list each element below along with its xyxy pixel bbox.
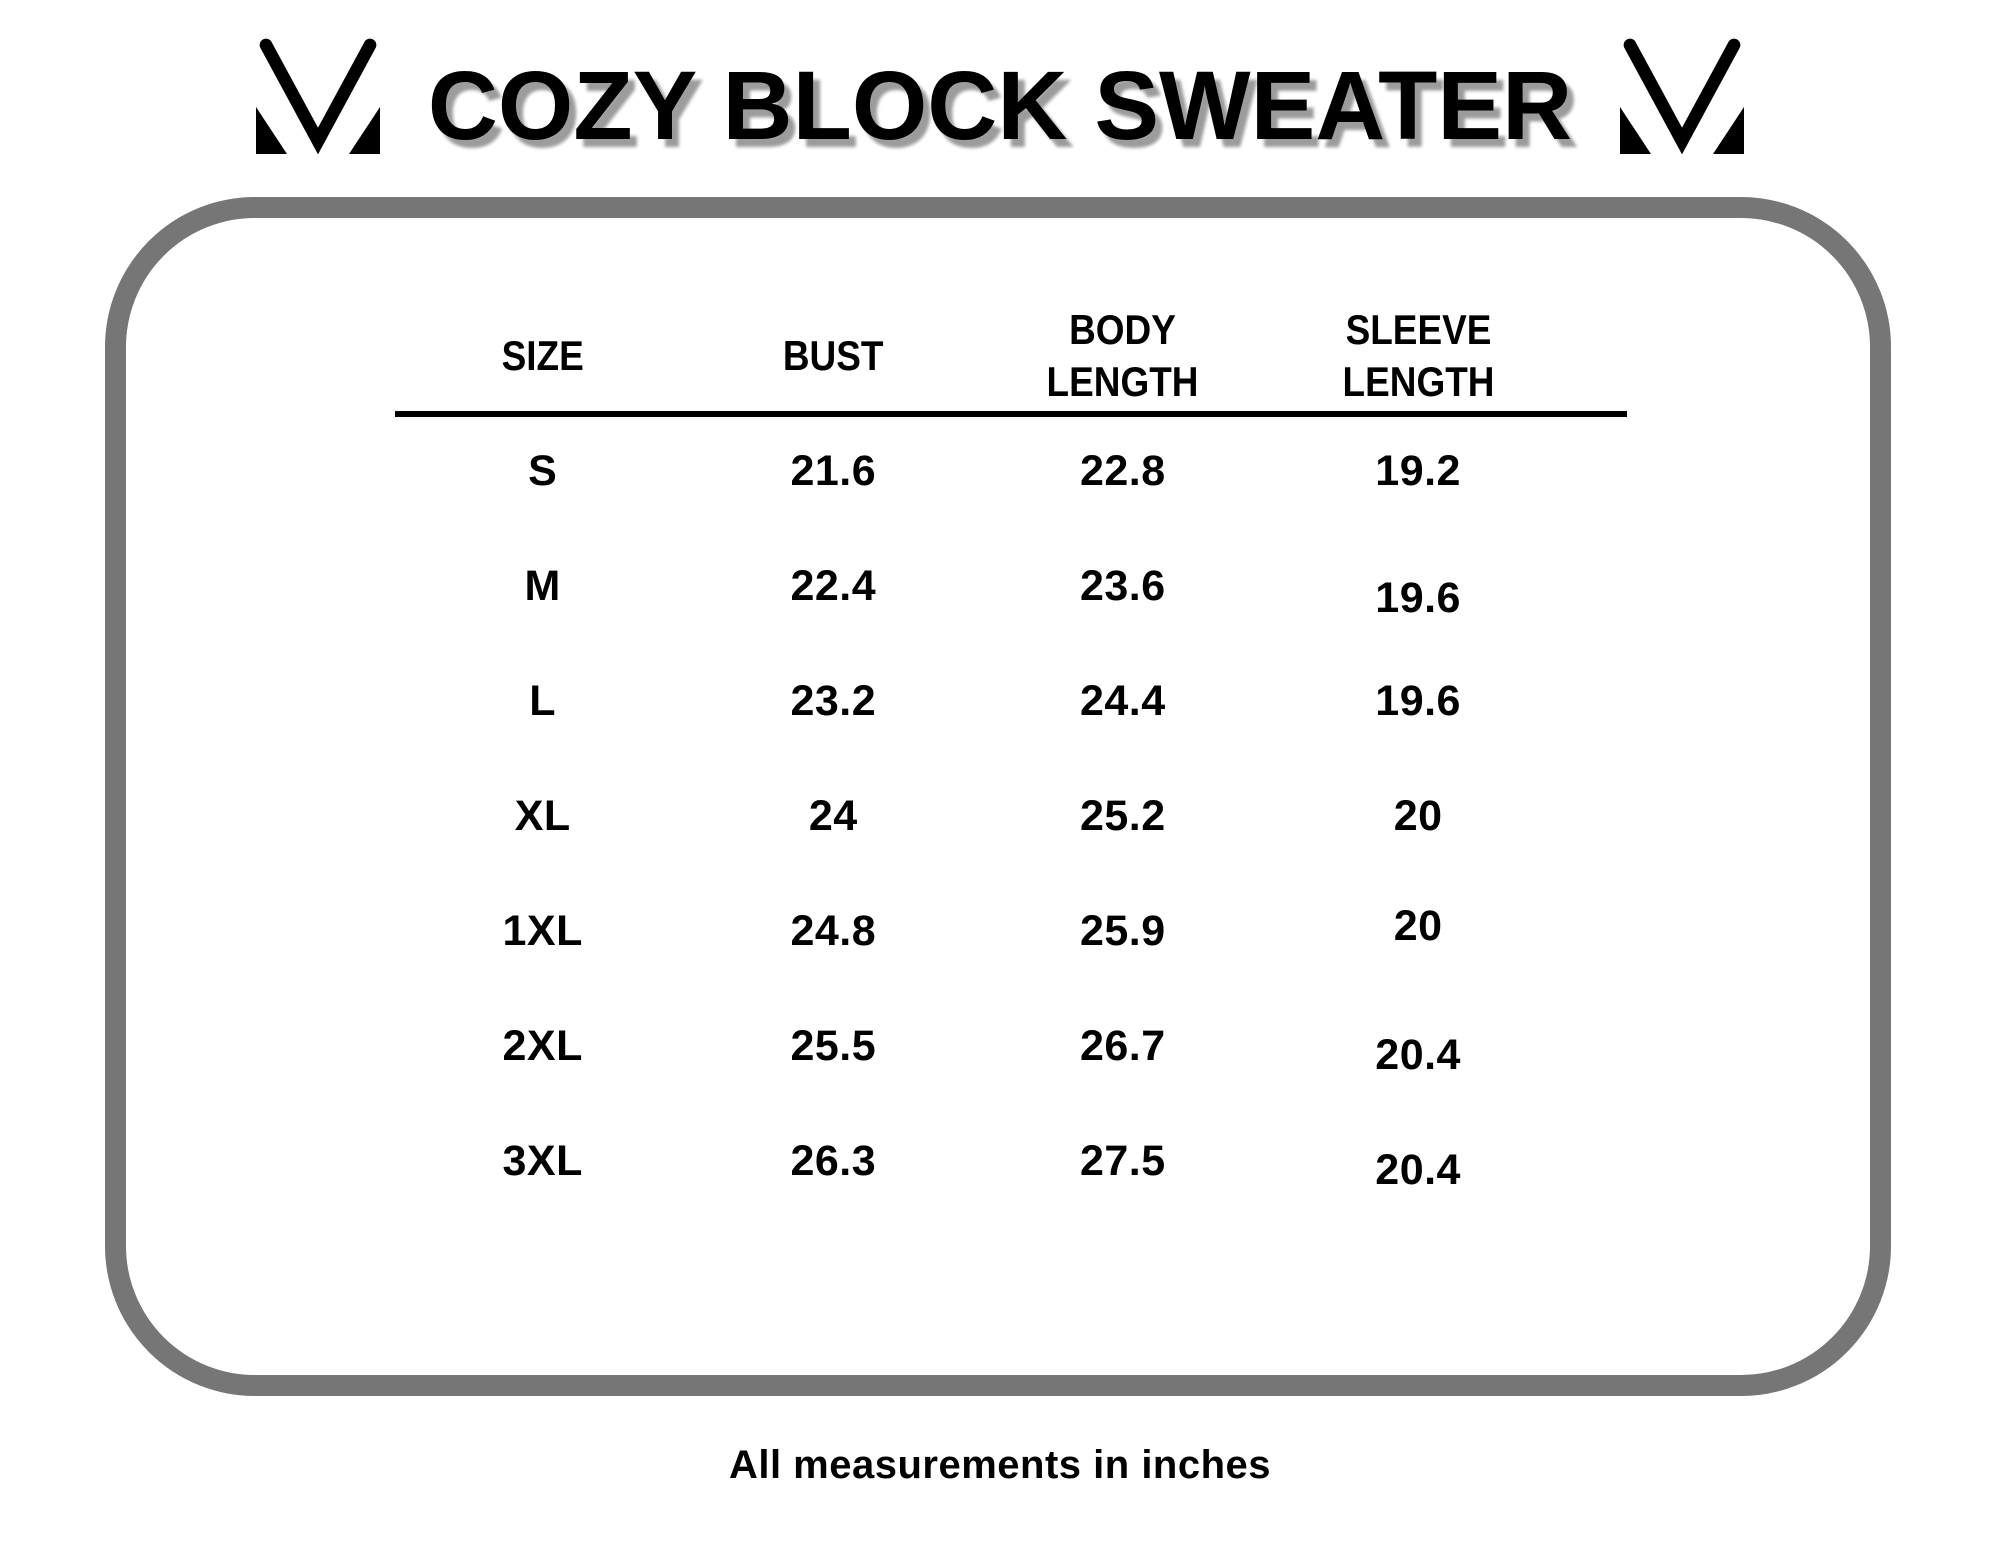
footer-note: All measurements in inches bbox=[728, 1443, 1272, 1487]
column-header-sleeve-length: SLEEVE LENGTH bbox=[1342, 305, 1495, 405]
cell-sleeve-length: 19.6 bbox=[1375, 574, 1461, 622]
header-divider bbox=[395, 411, 1627, 417]
cell-body-length: 25.2 bbox=[1079, 792, 1166, 840]
cell-body-length: 26.7 bbox=[1079, 1022, 1166, 1070]
table-row-3xl: 3XL 26.3 27.5 20.4 bbox=[395, 1104, 1627, 1219]
page-title: COZY BLOCK SWEATER bbox=[427, 51, 1573, 160]
cell-body-length: 25.9 bbox=[1079, 907, 1166, 955]
cell-size: 2XL bbox=[502, 1022, 583, 1070]
column-header-bust: BUST bbox=[783, 331, 884, 379]
table-row-l: L 23.2 24.4 19.6 bbox=[395, 644, 1627, 759]
cell-sleeve-length: 20.4 bbox=[1375, 1146, 1461, 1194]
cell-size: 1XL bbox=[502, 907, 583, 955]
column-header-size: SIZE bbox=[501, 331, 584, 379]
cell-bust: 24.8 bbox=[790, 907, 877, 955]
cell-size: 3XL bbox=[502, 1137, 583, 1185]
column-header-body-length: BODY LENGTH bbox=[1046, 305, 1199, 405]
table-body: S 21.6 22.8 19.2 M 22.4 23.6 19.6 L 23.2… bbox=[395, 414, 1627, 1219]
brand-m-icon-left bbox=[255, 38, 380, 155]
cell-sleeve-length: 20 bbox=[1393, 792, 1443, 840]
cell-body-length: 24.4 bbox=[1079, 677, 1166, 725]
cell-sleeve-length: 20 bbox=[1393, 902, 1443, 950]
cell-body-length: 27.5 bbox=[1079, 1137, 1166, 1185]
cell-bust: 24 bbox=[808, 792, 858, 840]
cell-body-length: 23.6 bbox=[1079, 562, 1166, 610]
cell-sleeve-length: 19.2 bbox=[1375, 447, 1461, 495]
cell-bust: 26.3 bbox=[790, 1137, 877, 1185]
cell-size: XL bbox=[514, 792, 571, 840]
cell-bust: 23.2 bbox=[790, 677, 877, 725]
table-row-m: M 22.4 23.6 19.6 bbox=[395, 529, 1627, 644]
table-row-2xl: 2XL 25.5 26.7 20.4 bbox=[395, 989, 1627, 1104]
cell-size: S bbox=[528, 447, 558, 495]
cell-bust: 21.6 bbox=[790, 447, 877, 495]
table-row-1xl: 1XL 24.8 25.9 20 bbox=[395, 874, 1627, 989]
cell-bust: 22.4 bbox=[790, 562, 877, 610]
size-table: SIZE BUST BODY LENGTH SLEEVE LENGTH S 21… bbox=[395, 301, 1627, 1219]
cell-bust: 25.5 bbox=[790, 1022, 877, 1070]
size-chart-panel: SIZE BUST BODY LENGTH SLEEVE LENGTH S 21… bbox=[105, 197, 1891, 1396]
cell-size: L bbox=[529, 677, 557, 725]
header: COZY BLOCK SWEATER bbox=[0, 36, 2000, 155]
cell-body-length: 22.8 bbox=[1079, 447, 1166, 495]
cell-size: M bbox=[524, 562, 561, 610]
cell-sleeve-length: 19.6 bbox=[1375, 677, 1461, 725]
brand-m-icon-right bbox=[1620, 38, 1745, 155]
table-header-row: SIZE BUST BODY LENGTH SLEEVE LENGTH bbox=[395, 301, 1627, 411]
cell-sleeve-length: 20.4 bbox=[1375, 1031, 1461, 1079]
table-row-s: S 21.6 22.8 19.2 bbox=[395, 414, 1627, 529]
table-row-xl: XL 24 25.2 20 bbox=[395, 759, 1627, 874]
